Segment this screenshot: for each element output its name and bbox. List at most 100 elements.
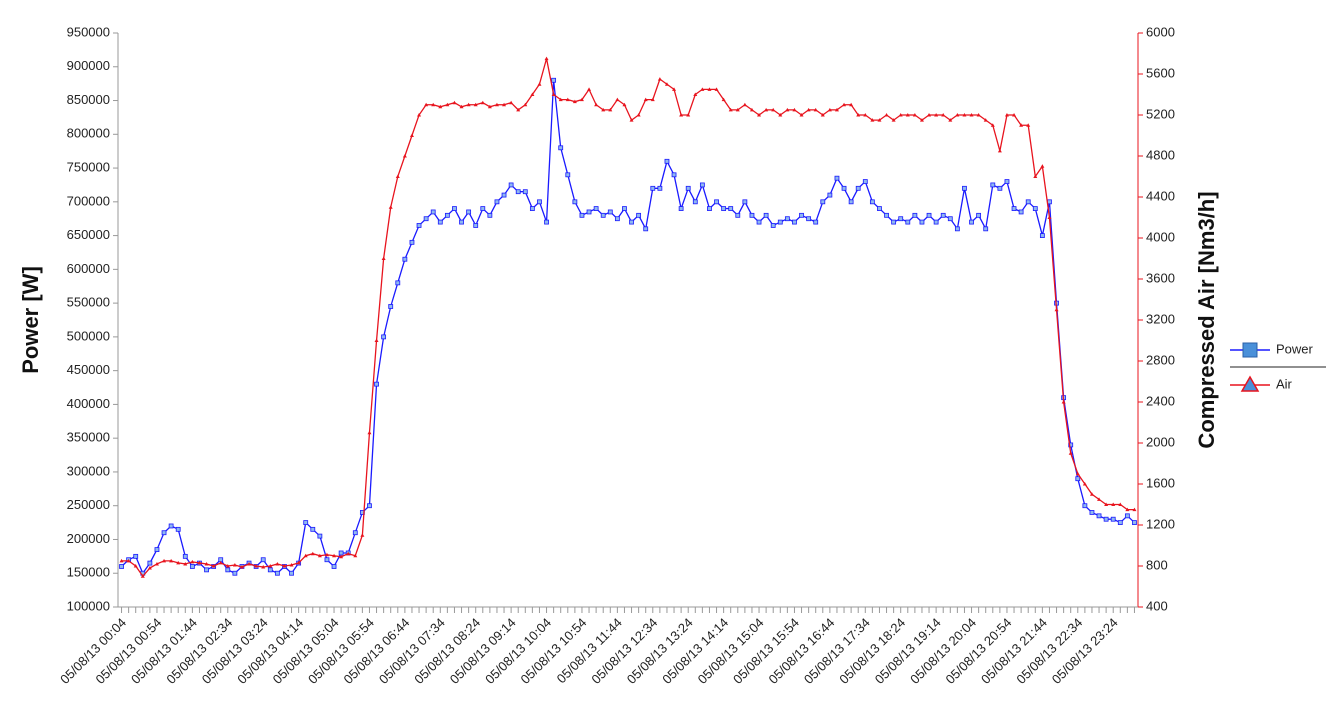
point (346, 551, 351, 556)
y-tick-label: 450000 (67, 362, 110, 377)
point (771, 107, 776, 112)
point (672, 87, 677, 91)
y2-tick-label: 400 (1146, 598, 1168, 613)
point (792, 219, 797, 225)
point (884, 113, 889, 117)
point (657, 77, 662, 81)
point (289, 570, 294, 576)
point (282, 564, 287, 568)
point (834, 175, 840, 181)
point (1039, 233, 1045, 238)
point (877, 206, 882, 211)
point (742, 102, 747, 107)
point (516, 107, 521, 112)
point (962, 185, 967, 191)
point (643, 226, 649, 232)
point (395, 174, 400, 178)
y2-tick-label: 6000 (1146, 24, 1175, 39)
point (770, 223, 776, 228)
point (813, 219, 819, 225)
point (721, 206, 727, 211)
point (126, 558, 131, 563)
point (374, 381, 379, 387)
y-tick-label: 250000 (67, 497, 110, 512)
point (891, 219, 897, 225)
y-tick-label: 550000 (67, 295, 110, 310)
point (1111, 502, 1116, 506)
y2-tick-label: 1200 (1146, 516, 1175, 531)
point (869, 199, 875, 205)
point (310, 551, 315, 556)
point (1033, 174, 1038, 178)
point (955, 113, 960, 117)
point (551, 92, 556, 96)
point (289, 562, 294, 567)
point (714, 87, 719, 91)
point (176, 560, 181, 565)
point (905, 219, 911, 225)
point (622, 102, 627, 107)
point (806, 107, 811, 112)
point (232, 570, 238, 576)
y-tick-label: 100000 (67, 598, 110, 613)
point (530, 92, 535, 96)
legend-label: Air (1276, 376, 1293, 391)
point (154, 547, 160, 552)
point (735, 212, 741, 218)
point (388, 304, 394, 309)
point (891, 118, 896, 122)
point (254, 564, 259, 568)
point (430, 209, 436, 215)
y2-tick-label: 4400 (1146, 188, 1175, 203)
point (629, 118, 634, 122)
point (261, 565, 266, 569)
point (983, 226, 989, 232)
point (324, 552, 329, 557)
point (452, 206, 457, 211)
point (742, 199, 748, 205)
point (820, 199, 826, 205)
point (749, 212, 755, 218)
point (409, 239, 415, 245)
point (423, 216, 429, 222)
point (707, 206, 712, 211)
point (168, 523, 174, 529)
y2-tick-label: 4000 (1146, 229, 1175, 244)
point (388, 205, 393, 209)
point (976, 212, 982, 218)
point (452, 100, 457, 105)
point (792, 107, 797, 112)
point (650, 97, 655, 102)
point (339, 554, 344, 559)
point (275, 561, 280, 566)
point (189, 564, 195, 569)
point (473, 102, 478, 107)
point (721, 97, 726, 102)
point (175, 526, 181, 532)
point (990, 123, 995, 127)
y2-tick-label: 5200 (1146, 106, 1175, 121)
point (267, 567, 273, 573)
point (849, 102, 854, 107)
point (954, 226, 960, 232)
point (409, 133, 414, 137)
y2-tick-label: 2800 (1146, 352, 1175, 367)
point (473, 223, 479, 228)
point (133, 564, 138, 568)
point (183, 561, 188, 566)
point (1110, 516, 1116, 522)
point (1040, 164, 1045, 168)
point (1025, 199, 1031, 205)
point (636, 113, 641, 117)
point (941, 113, 946, 117)
point (664, 82, 669, 86)
point (579, 97, 584, 102)
y2-tick-label: 3600 (1146, 270, 1175, 285)
point (1004, 113, 1009, 117)
point (919, 219, 925, 225)
point (182, 553, 188, 559)
point (225, 564, 230, 568)
point (947, 216, 953, 222)
